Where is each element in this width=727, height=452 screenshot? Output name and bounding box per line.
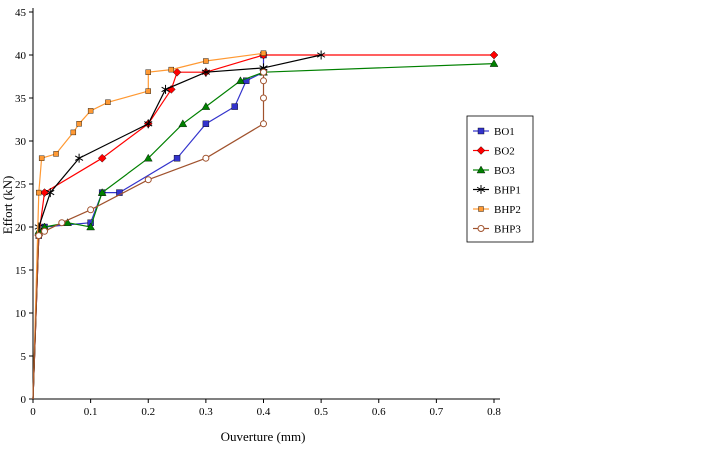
x-tick-label: 0.8 [487, 406, 501, 418]
legend-label: BHP2 [494, 204, 521, 216]
legend-label: BO1 [494, 126, 515, 138]
y-tick-label: 10 [15, 308, 27, 320]
x-tick-label: 0.3 [199, 406, 213, 418]
y-tick-label: 35 [15, 93, 27, 105]
y-tick-label: 20 [15, 222, 27, 234]
y-tick-label: 25 [15, 179, 27, 191]
series-BHP3 [32, 68, 267, 400]
series-BHP1 [32, 50, 326, 400]
y-tick-label: 15 [15, 265, 27, 277]
legend-label: BO2 [494, 146, 515, 158]
x-axis-title: Ouverture (mm) [221, 429, 306, 444]
y-tick-label: 45 [15, 7, 27, 19]
axes: 0 0.1 0.2 0.3 0.4 0.5 0.6 0.7 0.8 0 5 10 15 20 25 30 35 4… [15, 7, 501, 418]
legend-label: BO3 [494, 165, 515, 177]
legend-item-BHP3: BHP3 [473, 224, 521, 236]
y-tick-label: 40 [15, 50, 27, 62]
y-axis-title: Effort (kN) [0, 176, 15, 235]
legend-label: BHP3 [494, 224, 521, 236]
x-tick-label: 0.7 [430, 406, 444, 418]
legend-item-BO3: BO3 [473, 165, 515, 177]
legend-label: BHP1 [494, 185, 521, 197]
series-BO3 [32, 59, 499, 400]
legend: BO1 BO2 BO3 BHP1 BHP2 BHP3 [466, 115, 534, 243]
x-tick-label: 0.2 [141, 406, 155, 418]
legend-item-BO2: BO2 [473, 146, 515, 158]
y-tick-label: 30 [15, 136, 27, 148]
x-tick-label: 0.1 [84, 406, 98, 418]
legend-item-BHP2: BHP2 [473, 204, 521, 216]
y-tick-label: 5 [21, 351, 27, 363]
y-tick-label: 0 [21, 394, 27, 406]
x-tick-label: 0.5 [314, 406, 328, 418]
legend-item-BHP1: BHP1 [473, 185, 521, 197]
series-BHP2 [32, 50, 267, 400]
x-tick-label: 0.4 [257, 406, 271, 418]
x-tick-label: 0 [30, 406, 36, 418]
series-BO2 [32, 50, 499, 400]
x-tick-label: 0.6 [372, 406, 386, 418]
legend-item-BO1: BO1 [473, 126, 515, 138]
